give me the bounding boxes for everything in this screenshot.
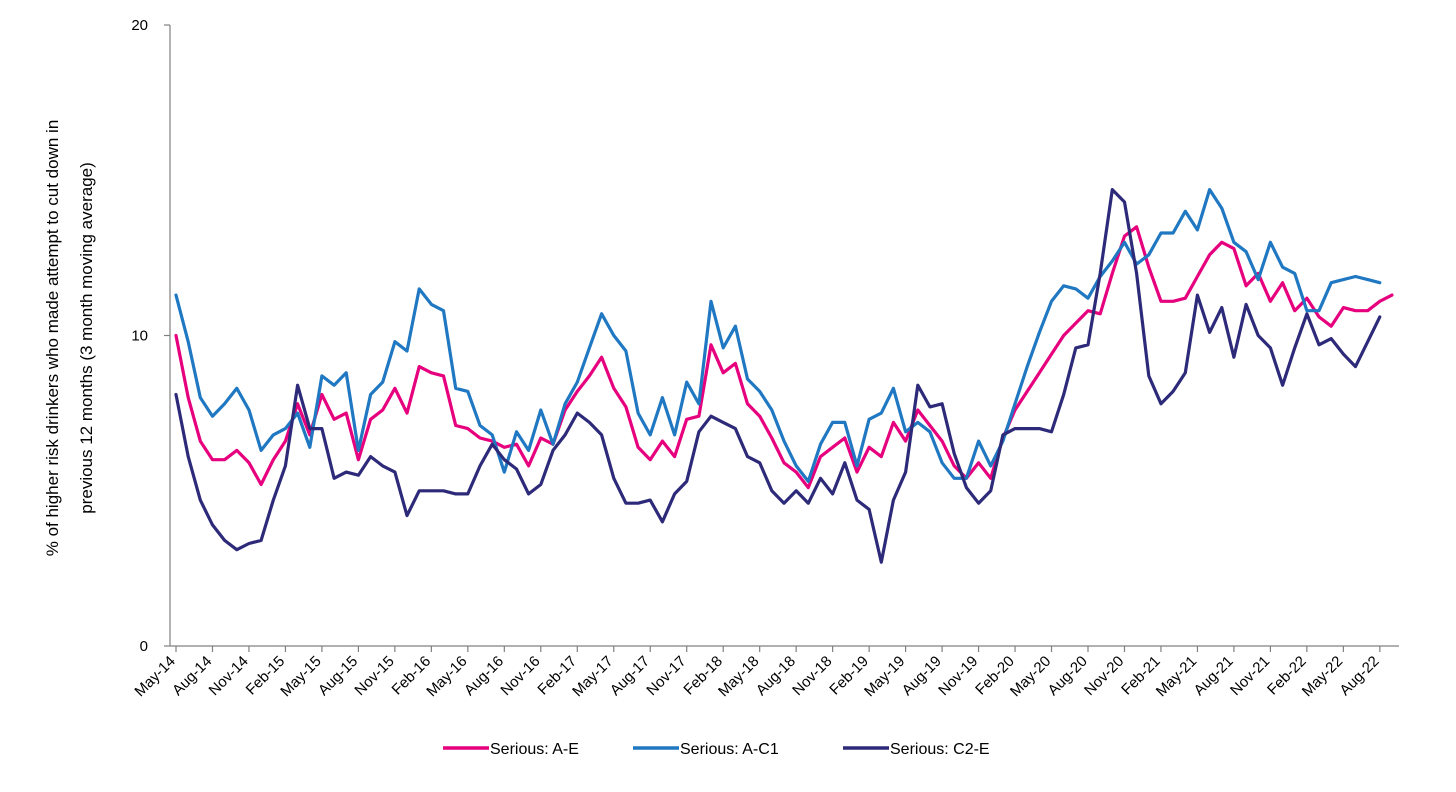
x-tick-label: Nov-21 bbox=[1227, 653, 1273, 699]
legend-label-2: Serious: A-C1 bbox=[680, 741, 779, 758]
series-line-1 bbox=[174, 225, 1394, 490]
x-tick-label: Nov-19 bbox=[935, 653, 981, 699]
x-tick-label: Nov-15 bbox=[351, 653, 397, 699]
series-line-2 bbox=[174, 188, 1382, 483]
y-axis-title: % of higher risk drinkers who made attem… bbox=[43, 120, 96, 557]
y-axis-title-line-2: previous 12 months (3 month moving avera… bbox=[77, 162, 96, 514]
x-tick-label: Aug-17 bbox=[607, 653, 653, 699]
x-ticks: May-14Aug-14Nov-14Feb-15May-15Aug-15Nov-… bbox=[131, 646, 1383, 700]
x-tick-label: Aug-19 bbox=[899, 653, 945, 699]
x-tick-label: May-15 bbox=[277, 653, 324, 700]
x-tick-label: Nov-18 bbox=[789, 653, 835, 699]
x-tick-label: May-17 bbox=[569, 653, 616, 700]
x-tick-label: May-14 bbox=[131, 653, 178, 700]
y-tick-label: 20 bbox=[131, 17, 148, 34]
x-tick-label: Nov-17 bbox=[643, 653, 689, 699]
x-tick-label: May-16 bbox=[423, 653, 470, 700]
x-tick-label: Aug-22 bbox=[1336, 653, 1382, 699]
x-tick-label: Aug-15 bbox=[315, 653, 361, 699]
series-lines bbox=[174, 188, 1394, 564]
axes bbox=[169, 25, 1399, 647]
x-tick-label: Nov-20 bbox=[1081, 653, 1127, 699]
series-line-3 bbox=[174, 188, 1382, 564]
x-tick-label: Aug-21 bbox=[1191, 653, 1237, 699]
x-tick-label: May-18 bbox=[715, 653, 762, 700]
x-tick-label: Aug-18 bbox=[753, 653, 799, 699]
x-tick-label: May-21 bbox=[1153, 653, 1200, 700]
x-tick-label: Aug-20 bbox=[1045, 653, 1091, 699]
x-tick-label: May-19 bbox=[861, 653, 908, 700]
x-tick-label: May-20 bbox=[1007, 653, 1054, 700]
legend-label-1: Serious: A-E bbox=[490, 741, 579, 758]
y-tick-label: 10 bbox=[131, 328, 148, 345]
y-tick-label: 0 bbox=[140, 638, 148, 655]
x-tick-label: May-22 bbox=[1299, 653, 1346, 700]
x-tick-label: Nov-16 bbox=[497, 653, 543, 699]
x-tick-label: Aug-16 bbox=[461, 653, 507, 699]
y-ticks: 0 10 20 bbox=[131, 17, 170, 655]
legend: Serious: A-E Serious: A-C1 Serious: C2-E bbox=[443, 741, 990, 758]
x-tick-label: Aug-14 bbox=[169, 653, 215, 699]
y-axis-title-line-1: % of higher risk drinkers who made attem… bbox=[43, 120, 62, 557]
x-tick-label: Nov-14 bbox=[206, 653, 252, 699]
legend-label-3: Serious: C2-E bbox=[890, 741, 990, 758]
